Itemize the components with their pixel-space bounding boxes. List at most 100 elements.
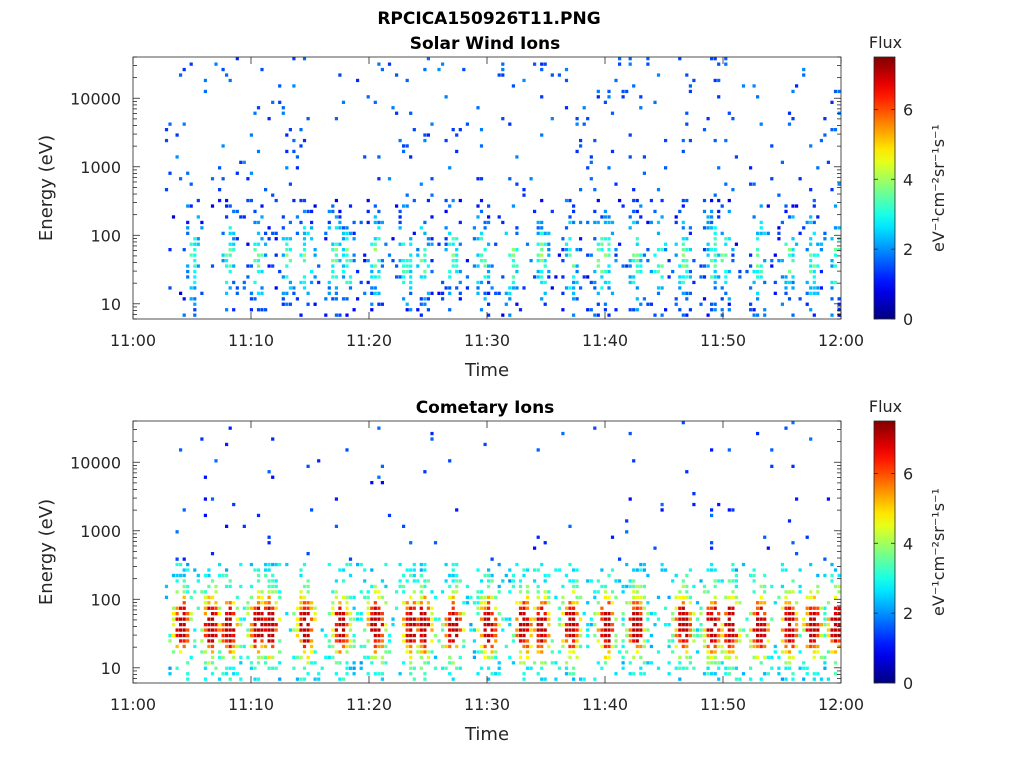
spectrogram-cell (628, 62, 632, 66)
spectrogram-cell (572, 568, 576, 572)
spectrogram-cell (327, 612, 331, 616)
spectrogram-cell (579, 188, 583, 192)
spectrogram-cell (462, 639, 466, 643)
spectrogram-cell (260, 237, 264, 241)
spectrogram-cell (402, 264, 406, 268)
spectrogram-cell (656, 650, 661, 654)
spectrogram-cell (494, 606, 498, 610)
spectrogram-cell (490, 655, 494, 659)
spectrogram-cell (338, 617, 342, 621)
spectrogram-cell (649, 661, 653, 665)
spectrogram-cell (809, 639, 813, 643)
spectrogram-cell (494, 639, 498, 643)
spectrogram-cell (302, 617, 307, 621)
spectrogram-cell (225, 568, 229, 572)
spectrogram-cell (702, 226, 707, 230)
spectrogram-cell (759, 204, 763, 208)
spectrogram-cell (299, 280, 303, 285)
spectrogram-cell (479, 144, 484, 148)
spectrogram-cell (426, 297, 430, 301)
spectrogram-cell (738, 677, 742, 681)
spectrogram-cell (731, 650, 735, 654)
spectrogram-cell (572, 644, 576, 649)
spectrogram-cell (671, 617, 675, 621)
spectrogram-cell (791, 628, 795, 632)
spectrogram-cell (763, 535, 767, 539)
x-axis-label: Time (464, 360, 509, 381)
spectrogram-cell (653, 253, 657, 257)
spectrogram-cell (232, 601, 236, 605)
spectrogram-cell (833, 628, 838, 632)
spectrogram-cell (579, 144, 583, 148)
spectrogram-cell (543, 242, 547, 246)
spectrogram-cell (412, 198, 416, 203)
spectrogram-cell (664, 568, 668, 572)
spectrogram-cell (632, 220, 636, 225)
spectrogram-cell (430, 193, 434, 197)
spectrogram-cell (469, 628, 473, 632)
spectrogram-cell (334, 297, 338, 301)
spectrogram-cell (306, 117, 310, 121)
spectrogram-cell (710, 302, 714, 306)
spectrogram-cell (837, 182, 841, 186)
spectrogram-cell (313, 612, 317, 616)
spectrogram-cell (681, 242, 685, 246)
spectrogram-cell (175, 666, 179, 670)
spectrogram-cell (200, 590, 204, 594)
spectrogram-cell (210, 264, 215, 268)
spectrogram-cell (370, 308, 374, 312)
spectrogram-cell (685, 73, 689, 77)
spectrogram-cell (380, 579, 384, 583)
colorbar-tick-label: 2 (903, 240, 913, 259)
spectrogram-cell (210, 552, 215, 556)
spectrogram-cell (809, 628, 813, 632)
spectrogram-cell (522, 573, 526, 578)
spectrogram-cell (409, 242, 413, 246)
spectrogram-cell (451, 579, 455, 583)
spectrogram-cell (841, 237, 844, 240)
spectrogram-cell (409, 639, 413, 643)
spectrogram-cell (540, 62, 544, 66)
spectrogram-cell (476, 253, 480, 257)
spectrogram-cell (373, 633, 377, 638)
spectrogram-cell (575, 628, 579, 632)
spectrogram-cell (221, 253, 225, 257)
spectrogram-cell (656, 73, 661, 77)
spectrogram-cell (724, 633, 728, 638)
spectrogram-cell (681, 226, 685, 230)
spectrogram-cell (299, 617, 303, 621)
spectrogram-cell (175, 612, 179, 616)
spectrogram-cell (724, 62, 728, 66)
spectrogram-cell (235, 595, 239, 599)
spectrogram-cell (504, 617, 508, 621)
spectrogram-cell (441, 62, 445, 66)
spectrogram-cell (302, 226, 307, 230)
spectrogram-cell (472, 264, 476, 268)
spectrogram-cell (483, 226, 487, 230)
spectrogram-cell (409, 573, 413, 578)
spectrogram-cell (508, 579, 512, 583)
spectrogram-cell (317, 280, 321, 285)
spectrogram-cell (334, 497, 338, 501)
spectrogram-cell (285, 302, 289, 306)
spectrogram-cell (787, 628, 792, 632)
spectrogram-cell (271, 633, 275, 638)
spectrogram-cell (632, 655, 636, 659)
spectrogram-cell (812, 286, 816, 290)
spectrogram-cell (419, 666, 423, 670)
spectrogram-cell (841, 199, 844, 202)
spectrogram-cell (260, 253, 264, 257)
spectrogram-cell (649, 633, 653, 638)
spectrogram-cell (455, 644, 459, 649)
spectrogram-cell (448, 644, 452, 649)
spectrogram-cell (812, 655, 816, 659)
spectrogram-cell (483, 655, 487, 659)
spectrogram-cell (653, 269, 657, 274)
spectrogram-cell (253, 242, 257, 246)
spectrogram-cell (841, 612, 844, 615)
spectrogram-cell (720, 628, 724, 632)
spectrogram-cell (628, 497, 632, 501)
spectrogram-cell (600, 248, 604, 252)
spectrogram-cell (536, 672, 540, 676)
spectrogram-cell (564, 628, 569, 632)
